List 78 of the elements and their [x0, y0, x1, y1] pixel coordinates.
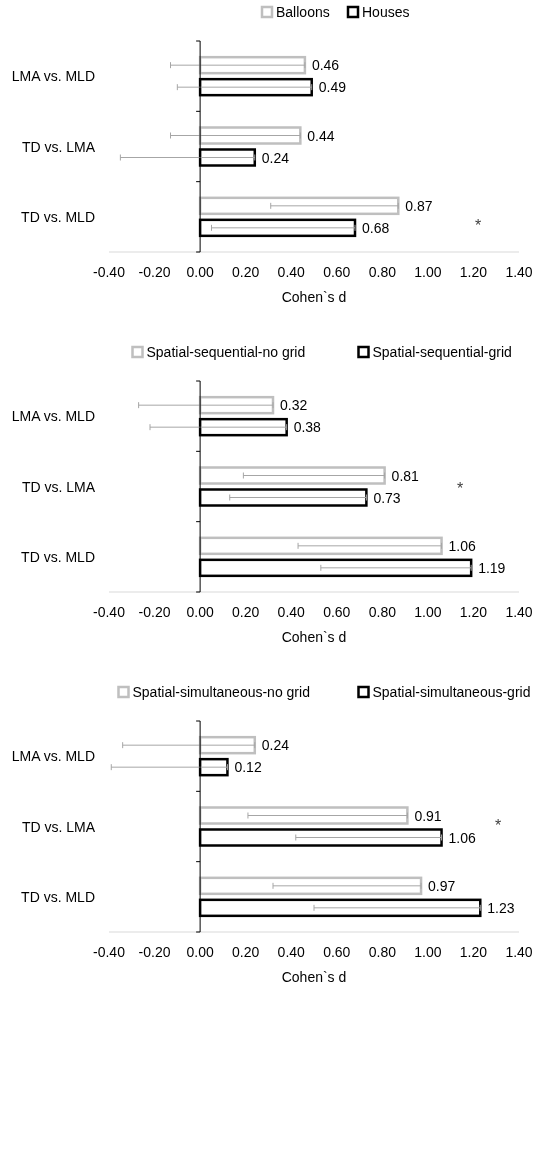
- x-tick-label: 1.20: [459, 604, 488, 620]
- data-label: 0.46: [311, 57, 340, 74]
- x-tick-label: 0.20: [232, 944, 260, 960]
- data-label: 0.73: [373, 489, 401, 506]
- annotation: *: [474, 216, 482, 234]
- y-tick-label: LMA vs. MLD: [11, 68, 95, 85]
- y-tick-label: TD vs. LMA: [21, 478, 96, 495]
- x-axis-title: Cohen`s d: [281, 289, 347, 305]
- x-tick-label: 1.20: [459, 264, 488, 280]
- y-tick-label: TD vs. LMA: [21, 138, 96, 155]
- data-label: 1.23: [487, 899, 515, 916]
- data-label: 1.19: [478, 559, 506, 576]
- y-tick-label: TD vs. LMA: [21, 818, 96, 835]
- data-label: 0.81: [391, 467, 420, 484]
- data-label: 1.06: [448, 829, 477, 846]
- x-tick-label: 0.40: [277, 264, 306, 280]
- y-tick-label: TD vs. MLD: [21, 548, 95, 565]
- x-tick-label: 0.60: [323, 604, 351, 620]
- x-tick-label: 0.20: [232, 604, 260, 620]
- x-tick-label: 0.00: [186, 264, 214, 280]
- annotation: *: [494, 816, 502, 834]
- data-label: 0.32: [280, 397, 308, 414]
- bar: [198, 735, 257, 755]
- y-tick-label: LMA vs. MLD: [11, 748, 95, 765]
- x-tick-label: 1.00: [414, 264, 442, 280]
- x-tick-label: -0.20: [138, 264, 171, 280]
- legend-label: Spatial-sequential-no grid: [146, 344, 306, 360]
- y-tick-label: LMA vs. MLD: [11, 408, 95, 425]
- data-label: 0.24: [261, 149, 290, 166]
- bar: [198, 466, 386, 485]
- x-tick-label: 0.00: [186, 944, 214, 960]
- x-tick-label: -0.20: [138, 944, 171, 960]
- data-label: 0.12: [234, 759, 262, 776]
- bar: [198, 395, 275, 415]
- legend-label: Spatial-simultaneous-grid: [372, 684, 531, 700]
- x-tick-label: 1.40: [505, 944, 533, 960]
- x-axis-title: Cohen`s d: [281, 969, 347, 985]
- x-tick-label: 0.80: [368, 944, 397, 960]
- x-tick-label: 1.00: [414, 944, 442, 960]
- data-label: 0.97: [428, 877, 456, 894]
- x-tick-label: 0.40: [277, 604, 306, 620]
- bar: [198, 126, 302, 145]
- x-tick-label: 1.00: [414, 604, 442, 620]
- bar: [198, 536, 443, 556]
- y-tick-label: TD vs. MLD: [21, 208, 95, 225]
- x-tick-label: 0.40: [277, 944, 306, 960]
- data-label: 0.87: [405, 197, 433, 214]
- data-label: 1.06: [448, 537, 477, 554]
- x-tick-label: 1.20: [459, 944, 488, 960]
- annotation: *: [456, 479, 464, 497]
- x-tick-label: 0.60: [323, 944, 351, 960]
- x-tick-label: -0.40: [93, 944, 126, 960]
- data-label: 0.44: [307, 127, 335, 144]
- x-tick-label: 0.80: [368, 604, 397, 620]
- bar: [198, 876, 423, 896]
- bar: [198, 806, 409, 825]
- x-tick-label: -0.40: [93, 264, 126, 280]
- legend-label: Balloons: [276, 4, 330, 20]
- x-tick-label: 1.40: [505, 264, 533, 280]
- x-tick-label: -0.40: [93, 604, 126, 620]
- x-tick-label: -0.20: [138, 604, 171, 620]
- bar: [198, 55, 307, 75]
- legend-label: Houses: [362, 4, 410, 20]
- data-label: 0.91: [414, 807, 442, 824]
- legend-label: Spatial-simultaneous-no grid: [132, 684, 310, 700]
- data-label: 0.68: [362, 219, 390, 236]
- legend-label: Spatial-sequential-grid: [372, 344, 512, 360]
- x-tick-label: 0.80: [368, 264, 397, 280]
- data-label: 0.38: [293, 419, 322, 436]
- x-tick-label: 0.60: [323, 264, 351, 280]
- x-tick-label: 0.20: [232, 264, 260, 280]
- data-label: 0.49: [318, 79, 347, 96]
- x-axis-title: Cohen`s d: [281, 629, 347, 645]
- x-tick-label: 0.00: [186, 604, 214, 620]
- data-label: 0.24: [261, 737, 290, 754]
- y-tick-label: TD vs. MLD: [21, 888, 95, 905]
- bar: [198, 196, 400, 216]
- x-tick-label: 1.40: [505, 604, 533, 620]
